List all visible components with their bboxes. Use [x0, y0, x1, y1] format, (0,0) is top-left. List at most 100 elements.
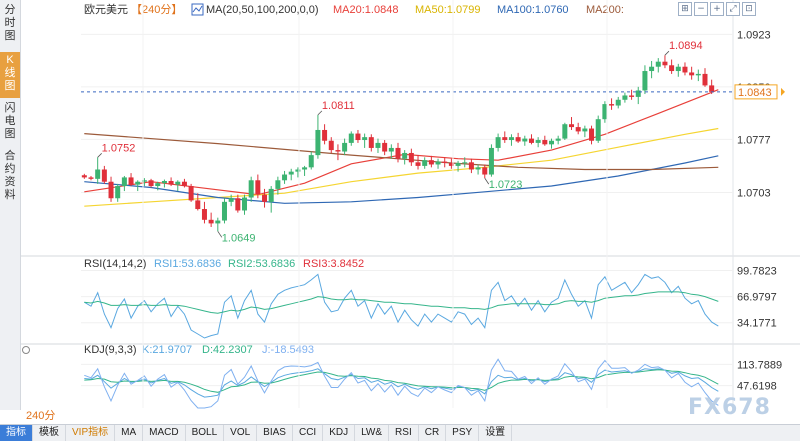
candle-body [195, 200, 201, 210]
candle [569, 117, 575, 130]
ma200-label: MA200: [586, 4, 624, 16]
kline-y-tick: 1.0777 [737, 134, 771, 146]
candle-body [562, 124, 568, 139]
tab-boll[interactable]: BOLL [186, 425, 225, 441]
candle-body [328, 140, 334, 151]
candle-body [375, 142, 381, 148]
candle-body [555, 138, 561, 141]
candle [595, 115, 601, 143]
tab-lwr[interactable]: LW& [355, 425, 390, 441]
candle [615, 96, 621, 109]
candle-body [655, 61, 661, 67]
candle [168, 177, 174, 187]
rsi-y-tick: 34.1771 [737, 318, 777, 330]
candle [508, 134, 514, 146]
tab-cr[interactable]: CR [419, 425, 447, 441]
candle [161, 179, 167, 188]
tab-flash-chart[interactable]: 闪电图 [4, 102, 16, 140]
tab-psy[interactable]: PSY [446, 425, 480, 441]
candle-body [495, 137, 501, 148]
tab-vip-indicators[interactable]: VIP指标 [66, 425, 116, 441]
rsi-legend-3: RSI3:3.8452 [303, 258, 364, 270]
candle-body [502, 137, 508, 141]
tab-indicators[interactable]: 指标 [0, 425, 33, 441]
candle [121, 175, 127, 192]
grid-icon[interactable]: ⊞ [678, 2, 692, 16]
candle [242, 194, 248, 215]
candle-body [629, 95, 635, 97]
tab-rsi[interactable]: RSI [389, 425, 419, 441]
annotation-leader [484, 177, 490, 185]
candle-body [95, 169, 101, 179]
kdj-panel: 113.7889 47.6198 KDJ(9,3,3) K:21.9707 D:42.2… [22, 344, 782, 409]
tab-ma[interactable]: MA [115, 425, 144, 441]
candle-body [161, 181, 167, 184]
current-price-tag [734, 84, 778, 100]
kdj-legend-k: K:21.9707 [142, 344, 192, 356]
candle-body [488, 147, 494, 175]
tab-kline-chart[interactable]: K线图 [0, 52, 20, 98]
candle-body [175, 181, 181, 185]
candle-body [135, 181, 141, 185]
candle [375, 138, 381, 153]
candle-body [475, 167, 481, 170]
kline-y-tick: 1.0703 [737, 188, 771, 200]
rsi-line-2 [84, 291, 719, 314]
tab-contract-info[interactable]: 合约资料 [4, 150, 16, 201]
candle-body [528, 138, 534, 143]
ma-line-icon [192, 5, 203, 13]
zoom-in-icon[interactable]: + [710, 2, 724, 16]
candle [528, 134, 534, 145]
candle-body [649, 66, 655, 72]
candle-body [115, 186, 121, 199]
candle [695, 69, 701, 82]
candle-body [415, 162, 421, 166]
candle-body [609, 104, 615, 106]
tab-settings[interactable]: 设置 [479, 425, 513, 441]
watermark-logo: FX678 [688, 395, 771, 420]
candle [382, 140, 388, 156]
kdj-legend-j: J:-18.5493 [262, 344, 314, 356]
candle-body [88, 177, 94, 179]
candle-body [288, 171, 294, 175]
settings-icon[interactable]: ⊡ [742, 2, 756, 16]
kdj-settings-icon [22, 346, 30, 354]
tab-vol[interactable]: VOL [224, 425, 258, 441]
candle-body [542, 140, 548, 145]
tab-macd[interactable]: MACD [143, 425, 186, 441]
candle [689, 66, 695, 80]
tab-templates[interactable]: 模板 [33, 425, 66, 441]
period-selector[interactable]: 240分 [22, 410, 60, 423]
candle [515, 132, 521, 143]
candle-body [422, 160, 428, 166]
zoom-out-icon[interactable]: − [694, 2, 708, 16]
candle-body [362, 137, 368, 141]
tab-bias[interactable]: BIAS [257, 425, 293, 441]
kdj-y-tick: 113.7889 [737, 359, 782, 371]
kline-y-tick: 1.0923 [737, 29, 771, 41]
candle [295, 167, 301, 178]
fullscreen-icon[interactable]: ⤢ [726, 2, 740, 16]
tab-time-chart[interactable]: 分时图 [4, 4, 16, 42]
kdj-y-tick: 47.6198 [737, 381, 777, 393]
candle [322, 124, 328, 145]
candle [288, 168, 294, 181]
candle-body [248, 180, 254, 198]
candle-body [682, 66, 688, 73]
candle-body [462, 162, 468, 164]
candle [81, 173, 87, 179]
price-annotation: 1.0649 [222, 232, 256, 244]
candle [228, 194, 234, 207]
candle-body [322, 129, 328, 141]
candle [635, 86, 641, 105]
ma100-label: MA100:1.0760 [497, 4, 569, 16]
tab-kdj[interactable]: KDJ [323, 425, 356, 441]
candle [682, 62, 688, 76]
candle [502, 131, 508, 143]
kdj-line-k [84, 368, 719, 398]
candle [555, 135, 561, 145]
candle [221, 198, 227, 224]
tab-cci[interactable]: CCI [293, 425, 324, 441]
candle-body [675, 66, 681, 72]
rsi-line-1 [84, 273, 719, 339]
